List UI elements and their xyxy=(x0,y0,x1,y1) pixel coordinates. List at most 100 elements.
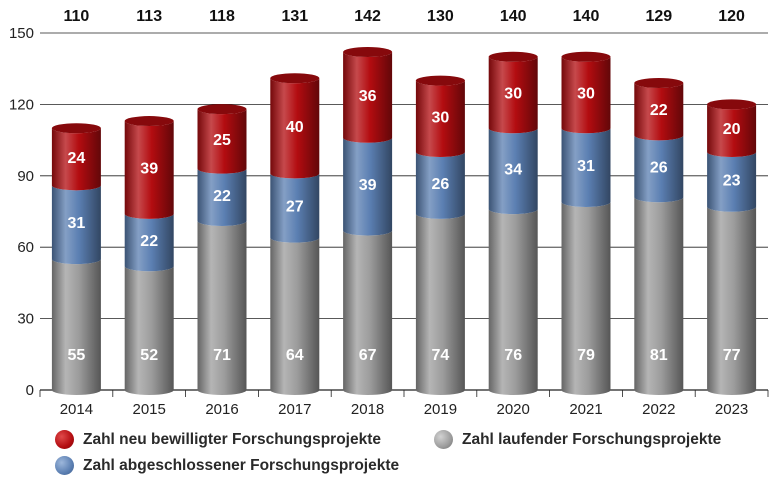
bar-total-label: 118 xyxy=(209,8,235,25)
bar-segment-new xyxy=(707,104,757,157)
bar-value-label: 76 xyxy=(504,347,522,364)
bar-value-label: 30 xyxy=(432,109,450,126)
bar-total-label: 110 xyxy=(63,8,89,25)
x-tick-label: 2020 xyxy=(497,401,530,418)
bar-segment-completed xyxy=(415,152,465,219)
bar-cap xyxy=(488,51,538,62)
bar-segment-running xyxy=(51,259,101,395)
bar-total-label: 140 xyxy=(573,8,600,25)
bar-total-label: 120 xyxy=(718,8,745,25)
bar-value-label: 34 xyxy=(504,162,522,179)
bar-value-label: 40 xyxy=(286,119,304,136)
bar-segment-new xyxy=(561,56,611,134)
bar-value-label: 64 xyxy=(286,347,304,364)
bar-value-label: 25 xyxy=(213,132,231,149)
legend-item-running: Zahl laufender Forschungsprojekte xyxy=(434,430,721,449)
bar-value-label: 36 xyxy=(359,88,377,105)
bar-segment-new xyxy=(634,82,684,141)
bar-segment-new xyxy=(124,121,174,219)
bar-cap xyxy=(561,51,611,62)
bar-segment-completed xyxy=(707,152,757,212)
bar-segment-completed xyxy=(561,128,611,207)
bar-segment-running xyxy=(124,266,174,395)
y-tick-label: 0 xyxy=(26,382,34,399)
bar-total-label: 131 xyxy=(281,8,308,25)
bar-value-label: 81 xyxy=(650,347,668,364)
bar-segment-new xyxy=(51,128,101,191)
bar-segment-running xyxy=(634,197,684,395)
bar-value-label: 24 xyxy=(68,150,86,167)
bar-segment-running xyxy=(343,230,393,395)
bar-value-label: 22 xyxy=(650,102,668,119)
bar-value-label: 23 xyxy=(723,172,741,189)
bar-value-label: 55 xyxy=(68,347,86,364)
bar-total-label: 140 xyxy=(500,8,527,25)
x-tick-label: 2023 xyxy=(715,401,748,418)
bar-segment-running xyxy=(197,221,247,395)
x-tick-label: 2018 xyxy=(351,401,384,418)
x-tick-label: 2015 xyxy=(133,401,166,418)
bar-segment-completed xyxy=(343,137,393,236)
bar-value-label: 31 xyxy=(577,158,595,175)
bar-total-label: 113 xyxy=(136,8,162,25)
bar-segment-running xyxy=(415,213,465,395)
bar-value-label: 77 xyxy=(723,347,741,364)
bar-segment-running xyxy=(561,201,611,395)
y-tick-label: 60 xyxy=(17,239,34,256)
bar-value-label: 31 xyxy=(68,215,86,232)
bar-value-label: 22 xyxy=(140,233,158,250)
bar-value-label: 52 xyxy=(140,347,158,364)
bar-segment-new xyxy=(488,56,538,134)
bar-value-label: 30 xyxy=(504,86,522,103)
y-tick-label: 150 xyxy=(9,25,34,42)
bar-total-label: 129 xyxy=(645,8,672,25)
bar-cap xyxy=(343,47,393,58)
y-tick-label: 90 xyxy=(17,168,34,185)
bar-segment-running xyxy=(270,237,320,395)
bar-segment-new xyxy=(197,109,247,174)
bar-segment-completed xyxy=(197,168,247,227)
legend-label-new: Zahl neu bewilligter Forschungsprojekte xyxy=(83,430,381,448)
bar-cap xyxy=(197,104,247,115)
legend-item-completed: Zahl abgeschlossener Forschungsprojekte xyxy=(55,456,399,475)
bar-total-label: 130 xyxy=(427,8,454,25)
bar-cap xyxy=(51,123,101,134)
bar-value-label: 26 xyxy=(650,159,668,176)
legend-swatch-running xyxy=(434,430,453,449)
y-tick-label: 30 xyxy=(17,311,34,328)
legend-label-completed: Zahl abgeschlossener Forschungsprojekte xyxy=(83,456,400,474)
bar-value-label: 79 xyxy=(577,347,595,364)
y-tick-label: 120 xyxy=(9,96,34,113)
bar-value-label: 22 xyxy=(213,188,231,205)
bar-segment-completed xyxy=(51,185,101,265)
x-tick-label: 2021 xyxy=(569,401,602,418)
legend-swatch-new xyxy=(55,430,74,449)
bar-value-label: 26 xyxy=(432,176,450,193)
bar-segment-running xyxy=(707,206,757,395)
x-tick-label: 2017 xyxy=(278,401,311,418)
bar-segment-completed xyxy=(634,135,684,203)
bar-segment-running xyxy=(488,209,538,395)
bar-cap xyxy=(270,73,320,84)
x-tick-label: 2019 xyxy=(424,401,457,418)
bar-cap xyxy=(415,75,465,86)
bar-segment-completed xyxy=(488,128,538,215)
bar-total-label: 142 xyxy=(354,8,381,25)
x-tick-label: 2022 xyxy=(642,401,675,418)
bar-segment-completed xyxy=(124,213,174,272)
bar-cap xyxy=(124,116,174,127)
bar-value-label: 71 xyxy=(213,347,231,364)
bar-value-label: 74 xyxy=(432,347,450,364)
bar-value-label: 27 xyxy=(286,199,304,216)
bar-segment-new xyxy=(270,78,320,179)
bar-value-label: 39 xyxy=(140,160,158,177)
bar-value-label: 67 xyxy=(359,347,377,364)
bar-cap xyxy=(634,77,684,88)
bar-value-label: 30 xyxy=(577,86,595,103)
x-tick-label: 2014 xyxy=(60,401,93,418)
bar-value-label: 39 xyxy=(359,177,377,194)
bar-segment-completed xyxy=(270,173,320,243)
legend-label-running: Zahl laufender Forschungsprojekte xyxy=(462,430,722,448)
bar-segment-new xyxy=(343,52,393,143)
bar-value-label: 20 xyxy=(723,121,741,138)
